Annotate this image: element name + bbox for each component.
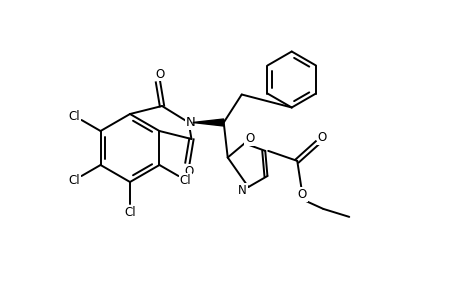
Text: Cl: Cl	[124, 206, 135, 218]
Text: O: O	[155, 68, 164, 80]
Text: Cl: Cl	[68, 110, 80, 122]
Text: O: O	[317, 131, 326, 144]
Text: Cl: Cl	[179, 173, 191, 187]
Polygon shape	[192, 119, 223, 126]
Text: Cl: Cl	[68, 173, 80, 187]
Text: O: O	[297, 188, 306, 201]
Text: O: O	[185, 164, 194, 178]
Text: O: O	[245, 132, 254, 145]
Text: N: N	[237, 184, 246, 196]
Text: N: N	[185, 116, 195, 129]
